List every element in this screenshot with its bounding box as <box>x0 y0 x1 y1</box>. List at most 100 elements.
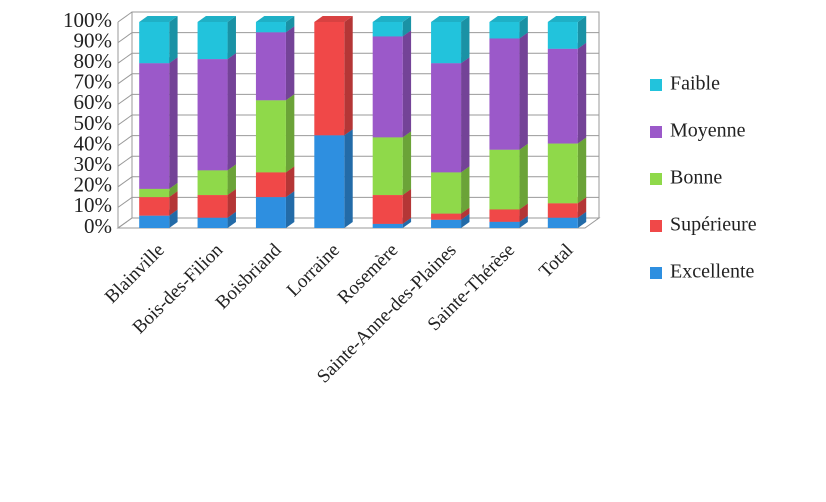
bar-segment <box>547 16 587 49</box>
bar-side <box>169 182 178 198</box>
legend-label: Supérieure <box>670 214 757 236</box>
bar-segment <box>139 57 178 189</box>
bar-side <box>285 191 295 228</box>
bar-front <box>547 22 578 49</box>
bar-side <box>402 30 412 138</box>
bar-side <box>461 16 470 64</box>
bar-front <box>372 22 403 37</box>
bar-segment <box>197 53 236 171</box>
legend-label: Faible <box>670 73 720 95</box>
y-tick-label: 30% <box>74 152 113 176</box>
bar-side <box>519 32 528 150</box>
bar-side <box>285 94 295 173</box>
bar-segment <box>139 16 178 64</box>
bar-front <box>255 100 286 173</box>
bar-front <box>139 63 170 189</box>
y-tick-label: 20% <box>74 173 113 197</box>
bar-segment <box>314 129 353 228</box>
bar-front <box>431 213 462 220</box>
bar-front <box>489 38 520 150</box>
bar-side <box>227 16 236 60</box>
bar-front <box>197 59 228 171</box>
legend-swatch <box>650 220 662 232</box>
legend-swatch <box>650 267 662 279</box>
bar-front <box>489 221 520 228</box>
bar-top <box>547 16 587 22</box>
bar-side <box>227 164 236 196</box>
bar-front <box>139 215 170 228</box>
bar-segment <box>431 16 470 64</box>
bar-side <box>227 189 236 218</box>
bar-front <box>197 195 228 218</box>
bar-front <box>255 172 286 198</box>
bar-front <box>431 63 462 173</box>
y-tick-label: 40% <box>74 131 113 155</box>
y-tick-label: 10% <box>74 193 113 217</box>
bar-side <box>577 16 587 49</box>
bar-front <box>197 170 228 196</box>
legend-label: Excellente <box>670 261 755 283</box>
bar-front <box>489 22 520 39</box>
bar-side <box>227 53 236 171</box>
legend-swatch <box>650 79 662 91</box>
bar-front <box>431 22 462 64</box>
bar-side <box>402 16 412 37</box>
bar-segment <box>372 16 412 37</box>
bar-segment <box>255 16 295 33</box>
bar-front <box>139 197 170 216</box>
bar-front <box>431 219 462 228</box>
bar-side <box>402 217 412 228</box>
bar-segment <box>547 137 587 204</box>
bar-segment <box>372 30 412 138</box>
bar-side <box>169 191 178 216</box>
bar-front <box>547 143 578 204</box>
bar-front <box>372 195 403 224</box>
bar-segment <box>255 94 295 173</box>
bar-front <box>314 22 345 136</box>
bar-top <box>197 16 236 22</box>
legend-swatch <box>650 126 662 138</box>
bar-front <box>547 48 578 144</box>
bar-front <box>431 172 462 214</box>
bar-front <box>372 223 403 228</box>
bar-front <box>255 22 286 33</box>
bar-side <box>461 213 470 228</box>
y-tick-label: 50% <box>74 111 113 135</box>
bar-front <box>197 22 228 60</box>
bar-front <box>372 137 403 196</box>
bar-side <box>461 166 470 214</box>
bar-side <box>577 42 587 144</box>
y-tick-label: 0% <box>84 214 112 238</box>
bar-segment <box>547 42 587 144</box>
bar-top <box>489 16 528 22</box>
bar-front <box>255 197 286 228</box>
bar-side <box>344 16 353 136</box>
bar-top <box>314 16 353 22</box>
bar-segment <box>489 32 528 150</box>
bar-side <box>285 166 295 198</box>
grid-line <box>117 11 599 23</box>
bar-segment <box>489 16 528 39</box>
y-tick-label: 100% <box>63 8 112 32</box>
bar-top <box>431 16 470 22</box>
bar-segment <box>372 131 412 196</box>
bar-front <box>314 135 345 228</box>
bar-side <box>577 137 587 204</box>
y-tick-label: 90% <box>74 28 113 52</box>
y-tick-label: 80% <box>74 49 113 73</box>
bar-side <box>285 16 295 33</box>
bar-side <box>169 209 178 228</box>
y-tick-label: 70% <box>74 70 113 94</box>
bar-segment <box>197 16 236 60</box>
bar-side <box>519 203 528 222</box>
bar-front <box>547 217 578 228</box>
bar-segment <box>489 143 528 210</box>
bar-front <box>489 209 520 222</box>
bar-front <box>372 36 403 138</box>
bar-side <box>519 16 528 39</box>
bar-front <box>139 188 170 198</box>
bar-top <box>255 16 295 22</box>
bar-segment <box>255 26 295 101</box>
bar-side <box>461 57 470 173</box>
